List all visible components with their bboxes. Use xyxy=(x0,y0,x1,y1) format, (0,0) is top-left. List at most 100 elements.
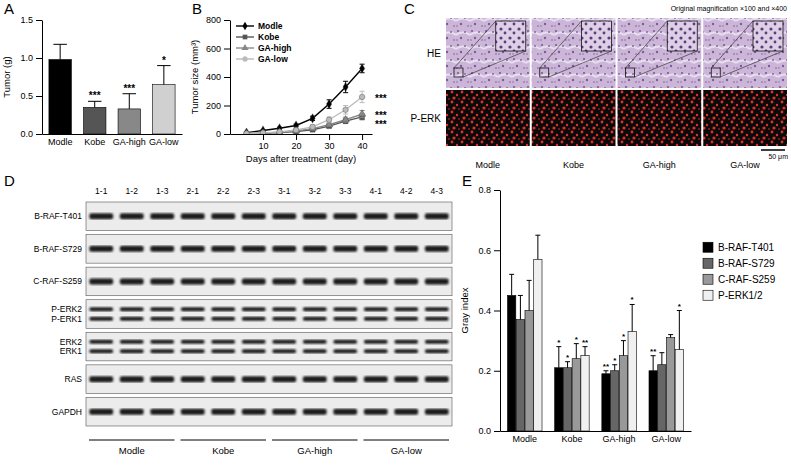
tick-mark xyxy=(36,134,42,135)
bar xyxy=(649,371,657,431)
band xyxy=(364,340,388,344)
band xyxy=(211,317,235,321)
scale-bar xyxy=(761,149,785,151)
band xyxy=(181,376,205,382)
error-bar xyxy=(360,64,365,73)
point xyxy=(310,114,315,123)
error-bar xyxy=(556,347,561,368)
lane-label: 3-2 xyxy=(309,186,322,196)
error-line xyxy=(529,280,530,310)
band xyxy=(89,307,113,311)
error-line xyxy=(679,311,680,350)
error-cap xyxy=(518,295,523,296)
point xyxy=(260,130,266,134)
band xyxy=(211,409,235,415)
band xyxy=(120,278,144,284)
row-label: C-RAF-S259 xyxy=(33,276,82,286)
band xyxy=(425,376,449,382)
tick: 800 xyxy=(206,15,230,25)
point xyxy=(343,107,349,113)
bar xyxy=(563,368,571,431)
blot-strip xyxy=(86,235,452,264)
micrograph xyxy=(703,18,787,88)
point xyxy=(244,131,249,134)
panel-label: C xyxy=(404,0,415,17)
micrograph xyxy=(703,90,787,146)
tick: Kobe xyxy=(84,137,105,147)
error-cap xyxy=(360,102,365,103)
error-line xyxy=(567,362,568,368)
error-line xyxy=(653,356,654,371)
band xyxy=(150,340,174,344)
legend-marker xyxy=(243,35,248,40)
band xyxy=(89,278,113,284)
annotation: * xyxy=(566,353,570,362)
point xyxy=(326,100,331,109)
legend-item: Kobe xyxy=(236,32,280,42)
band xyxy=(425,213,449,219)
inset-source xyxy=(626,68,635,77)
tick-mark xyxy=(296,134,297,140)
band xyxy=(150,317,174,321)
band xyxy=(272,307,296,311)
band xyxy=(364,349,388,353)
tick-label: Kobe xyxy=(561,434,582,444)
bar xyxy=(49,60,71,134)
tick-label: 0.2 xyxy=(478,366,491,376)
band xyxy=(394,317,418,321)
inset-link xyxy=(711,21,753,68)
legend-swatch xyxy=(703,258,713,268)
error-bar xyxy=(360,91,365,102)
tick: 0.8 xyxy=(478,185,500,195)
panel-label: A xyxy=(4,0,14,17)
band xyxy=(364,307,388,311)
point xyxy=(359,94,365,100)
axis-x: ModleKobeGA-highGA-low xyxy=(501,432,692,445)
bar xyxy=(118,109,140,134)
tick: 20 xyxy=(292,134,302,151)
band xyxy=(150,349,174,353)
point xyxy=(244,128,249,134)
band xyxy=(89,349,113,353)
band xyxy=(394,340,418,344)
axis-title: Tumor size (mm³) xyxy=(189,40,200,115)
tick: 200 xyxy=(206,101,230,111)
annotations: ************* xyxy=(557,295,682,370)
point xyxy=(310,124,316,130)
annotation: * xyxy=(557,338,561,347)
error-cap xyxy=(360,91,365,92)
panel: CHEP-ERKModleKobeGA-highGA-lowOriginal m… xyxy=(404,0,788,170)
legend-swatch xyxy=(703,242,713,252)
error-line xyxy=(558,347,559,368)
blot-strip xyxy=(86,202,452,231)
error-bar xyxy=(527,280,532,310)
error-bar xyxy=(327,100,332,109)
inset-link xyxy=(635,51,698,77)
group-label: Kobe xyxy=(563,160,584,170)
group-label: GA-high xyxy=(297,445,332,456)
row-label: P-ERK1 xyxy=(51,314,82,324)
point xyxy=(243,129,250,134)
annotations: ******* xyxy=(89,55,166,102)
band xyxy=(211,307,235,311)
lane-label: 2-2 xyxy=(217,186,230,196)
error-bar xyxy=(123,94,136,109)
band xyxy=(333,317,357,321)
band xyxy=(272,376,296,382)
band xyxy=(120,376,144,382)
axis-title: Tumor (g) xyxy=(1,56,12,97)
band xyxy=(272,409,296,415)
tick: Modle xyxy=(48,137,73,147)
legend-item: P-ERK1/2 xyxy=(703,290,763,301)
legend-swatch xyxy=(703,274,713,284)
error-bar xyxy=(668,335,673,338)
panel: B020040060080010203040Tumor size (mm³)Da… xyxy=(189,0,387,164)
band xyxy=(364,246,388,252)
band xyxy=(272,246,296,252)
band xyxy=(364,213,388,219)
panel: A*******0.00.51.01.5ModleKobeGA-highGA-l… xyxy=(1,0,183,147)
band xyxy=(150,409,174,415)
error-bar xyxy=(603,371,608,374)
error-bar xyxy=(677,311,682,350)
axis-title: Days after treatment (day) xyxy=(246,153,356,164)
